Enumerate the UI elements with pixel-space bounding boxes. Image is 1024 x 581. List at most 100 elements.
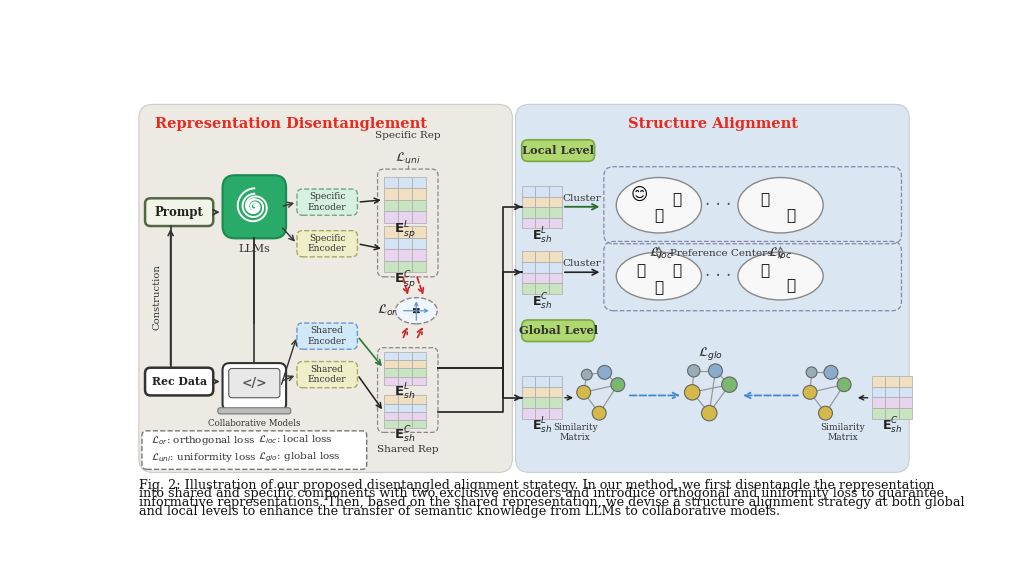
Bar xyxy=(384,360,397,368)
Text: Prompt: Prompt xyxy=(155,206,204,218)
FancyBboxPatch shape xyxy=(142,431,367,469)
Text: $\mathcal{L}_{or}$: orthogonal loss: $\mathcal{L}_{or}$: orthogonal loss xyxy=(152,433,256,447)
Text: into shared and specific components with two exclusive encoders and introduce or: into shared and specific components with… xyxy=(139,487,944,500)
Bar xyxy=(899,387,912,397)
Text: Specific Rep: Specific Rep xyxy=(375,131,440,141)
Bar xyxy=(549,196,562,207)
Bar xyxy=(549,387,562,397)
Circle shape xyxy=(838,378,851,392)
Bar xyxy=(549,272,562,283)
Bar xyxy=(397,419,412,428)
Bar xyxy=(384,226,397,238)
Bar xyxy=(872,408,886,418)
Text: 🤸: 🤸 xyxy=(786,279,796,293)
Bar xyxy=(397,200,412,211)
Bar xyxy=(412,396,426,404)
Text: $\mathbf{E}^{C}_{sh}$: $\mathbf{E}^{C}_{sh}$ xyxy=(394,425,416,445)
Bar xyxy=(521,387,536,397)
Circle shape xyxy=(824,365,838,379)
Bar xyxy=(872,397,886,408)
Bar xyxy=(521,283,536,294)
Text: Collaborative Models: Collaborative Models xyxy=(208,419,301,428)
Bar xyxy=(521,207,536,218)
Bar xyxy=(384,249,397,261)
FancyBboxPatch shape xyxy=(218,408,291,414)
Bar xyxy=(521,218,536,228)
Bar xyxy=(397,404,412,411)
Bar xyxy=(549,283,562,294)
Bar xyxy=(899,408,912,418)
Bar xyxy=(412,188,426,200)
Text: 🍖: 🍖 xyxy=(654,208,664,223)
Bar xyxy=(872,387,886,397)
Circle shape xyxy=(684,385,700,400)
Bar xyxy=(397,211,412,223)
Bar xyxy=(412,360,426,368)
Text: Construction: Construction xyxy=(153,264,162,330)
Bar xyxy=(412,249,426,261)
Bar xyxy=(521,397,536,408)
Bar xyxy=(412,419,426,428)
Text: $\mathbf{E}^{C}_{sh}$: $\mathbf{E}^{C}_{sh}$ xyxy=(531,291,552,311)
Bar xyxy=(384,404,397,411)
Text: 🧓: 🧓 xyxy=(761,192,770,207)
Bar xyxy=(886,387,899,397)
Bar xyxy=(536,207,549,218)
Text: $\mathcal{L}_{loc}$: $\mathcal{L}_{loc}$ xyxy=(768,246,793,261)
Bar xyxy=(397,177,412,188)
Bar xyxy=(384,376,397,385)
Text: $\mathbf{E}^{C}_{sp}$: $\mathbf{E}^{C}_{sp}$ xyxy=(394,269,416,291)
Bar xyxy=(384,177,397,188)
Text: · · ·: · · · xyxy=(706,196,732,214)
Text: Similarity
Matrix: Similarity Matrix xyxy=(820,423,865,442)
Circle shape xyxy=(701,406,717,421)
Text: $\mathbf{E}^{L}_{sh}$: $\mathbf{E}^{L}_{sh}$ xyxy=(394,381,416,401)
Bar xyxy=(384,396,397,404)
FancyBboxPatch shape xyxy=(521,140,595,162)
Bar xyxy=(397,226,412,238)
Text: $\mathcal{L}_{uni}$: uniformity loss: $\mathcal{L}_{uni}$: uniformity loss xyxy=(152,450,257,464)
Text: 🍋: 🍋 xyxy=(654,280,664,295)
FancyBboxPatch shape xyxy=(297,231,357,257)
Text: Cluster: Cluster xyxy=(563,194,601,203)
Bar xyxy=(872,376,886,387)
Text: 🏊: 🏊 xyxy=(761,263,770,278)
Bar xyxy=(521,186,536,196)
Bar xyxy=(412,368,426,376)
Bar xyxy=(549,252,562,262)
Text: Representation Disentanglement: Representation Disentanglement xyxy=(155,117,427,131)
Bar xyxy=(536,252,549,262)
Bar xyxy=(384,411,397,419)
Bar xyxy=(549,207,562,218)
Bar xyxy=(384,352,397,360)
FancyBboxPatch shape xyxy=(228,368,280,398)
FancyBboxPatch shape xyxy=(222,363,286,411)
Bar xyxy=(412,376,426,385)
Text: $\mathcal{L}_{glo}$: $\mathcal{L}_{glo}$ xyxy=(698,345,723,363)
Bar xyxy=(397,249,412,261)
Bar xyxy=(384,261,397,272)
Bar xyxy=(397,360,412,368)
Bar xyxy=(384,419,397,428)
Bar xyxy=(384,188,397,200)
Bar xyxy=(549,376,562,387)
Text: Global Level: Global Level xyxy=(518,325,598,336)
Text: 🎭: 🎭 xyxy=(786,208,796,223)
Text: Cluster: Cluster xyxy=(563,259,601,268)
Bar xyxy=(412,200,426,211)
Ellipse shape xyxy=(738,178,823,233)
FancyBboxPatch shape xyxy=(521,320,595,342)
FancyBboxPatch shape xyxy=(145,198,213,226)
Bar xyxy=(412,411,426,419)
FancyBboxPatch shape xyxy=(515,105,909,472)
Text: Specific
Encoder: Specific Encoder xyxy=(308,192,346,212)
Text: · · ·: · · · xyxy=(706,267,732,285)
Bar xyxy=(536,196,549,207)
Text: Structure Alignment: Structure Alignment xyxy=(628,117,798,131)
FancyBboxPatch shape xyxy=(297,361,357,388)
FancyBboxPatch shape xyxy=(222,175,286,238)
Bar xyxy=(536,218,549,228)
Bar xyxy=(536,262,549,272)
FancyBboxPatch shape xyxy=(139,105,512,472)
Bar xyxy=(412,352,426,360)
